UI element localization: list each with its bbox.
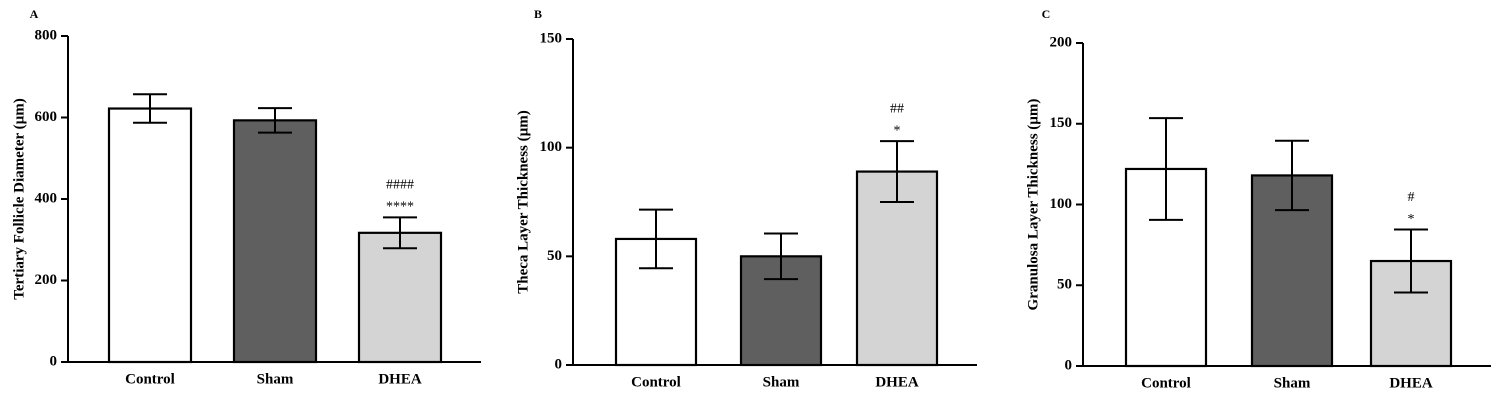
y-tick-label: 150	[540, 30, 563, 46]
x-category-label: Sham	[763, 374, 800, 390]
panel-letter: C	[1042, 7, 1051, 21]
y-tick-label: 150	[1050, 115, 1073, 131]
y-tick-label: 600	[35, 109, 58, 125]
x-category-label: Control	[125, 371, 175, 387]
significance-annotation: ****	[386, 200, 414, 215]
significance-annotation: ####	[386, 178, 414, 193]
y-tick-label: 100	[540, 139, 563, 155]
bar-sham	[232, 119, 318, 364]
significance-annotation: ##	[890, 101, 904, 116]
y-tick-label: 400	[35, 190, 58, 206]
x-category-label: DHEA	[875, 374, 919, 390]
y-axis-title: Tertiary Follicle Diameter (µm)	[11, 98, 27, 299]
y-axis-title: Theca Layer Thickness (µm)	[515, 110, 531, 294]
y-tick-label: 800	[35, 27, 58, 43]
y-tick-label: 0	[555, 356, 563, 372]
chart-panel-b: B 0 50 100 150 Theca Layer Thickness (µm) Cont…	[515, 7, 977, 390]
bar-dhea	[855, 170, 939, 367]
significance-annotation: *	[894, 123, 901, 138]
y-axis-title: Granulosa Layer Thickness (µm)	[1025, 99, 1041, 311]
significance-annotation: #	[1408, 190, 1415, 205]
x-category-label: Sham	[1274, 375, 1311, 391]
y-tick-label: 0	[1065, 357, 1073, 373]
y-tick-label: 100	[1050, 196, 1073, 212]
y-tick-label: 50	[547, 248, 562, 264]
x-category-label: Sham	[257, 371, 294, 387]
panel-letter: B	[534, 7, 542, 21]
bar-dhea	[357, 231, 443, 364]
chart-panel-c: C 0 50 100 150 200 Granulosa Layer Thickness (…	[1025, 7, 1491, 391]
y-tick-label: 50	[1057, 277, 1072, 293]
y-tick-label: 0	[50, 353, 58, 369]
y-tick-label: 200	[35, 272, 58, 288]
x-category-label: Control	[631, 374, 681, 390]
significance-annotation: *	[1408, 212, 1415, 227]
panel-letter: A	[30, 7, 39, 21]
bar-control	[107, 107, 193, 364]
x-category-label: DHEA	[1389, 375, 1433, 391]
chart-panel-a: A 0 200 400 600 800 Tertiary Follicle Diameter…	[11, 7, 481, 387]
y-tick-label: 200	[1050, 34, 1073, 50]
x-category-label: DHEA	[378, 371, 422, 387]
x-category-label: Control	[1141, 375, 1191, 391]
